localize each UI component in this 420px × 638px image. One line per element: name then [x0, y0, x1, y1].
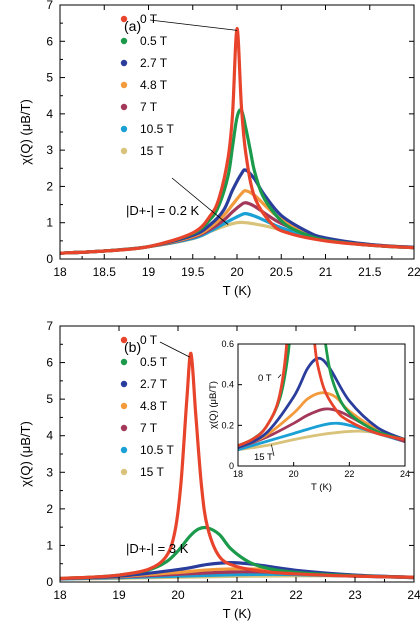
- x-tick-label: 19.5: [181, 265, 205, 279]
- y-tick-label: 5: [46, 392, 53, 406]
- x-axis-label: T (K): [223, 283, 252, 298]
- y-tick-label: 3: [46, 143, 53, 157]
- legend-marker-0-5-T: [120, 37, 128, 45]
- legend-marker-15-T: [120, 147, 128, 155]
- pointer-line-15T: [171, 177, 229, 225]
- x-tick-label: 19: [112, 588, 126, 602]
- inset-x-axis-label: T (K): [311, 482, 332, 493]
- inset-series-line-4-8-T: [238, 391, 405, 449]
- legend-marker-4-8-T: [120, 402, 128, 410]
- y-tick-label: 4: [46, 107, 53, 121]
- y-tick-label: 5: [46, 71, 53, 85]
- panel-a: 18 18.5 19 19.5 20 20.5 21 21.5 22 0 1 2 3 4 5 6 7 T (K) χ…: [18, 0, 420, 298]
- panel-label: (a): [124, 18, 141, 34]
- series-line-2-7-T: [60, 168, 414, 255]
- inset-plot: 18 20 22 24 0 0.2 0.4 0.6 T (K) χ(Q) (μB/T) 0 T 15 …: [208, 339, 410, 493]
- legend-entry: 15 T: [140, 465, 164, 479]
- legend-marker-2-7-T: [120, 380, 128, 388]
- pointer-line-0T: [159, 341, 190, 358]
- legend-entry: 0 T: [140, 333, 158, 347]
- inset-frame: [237, 343, 406, 467]
- inset-background: [238, 344, 405, 466]
- inset-label-0T: 0 T: [258, 373, 272, 384]
- series-line-15-T: [60, 220, 414, 255]
- y-tick-label: 1: [46, 538, 53, 552]
- legend-entry: 0.5 T: [140, 355, 168, 369]
- inset-x-tick-label: 24: [400, 469, 410, 479]
- x-tick-label: 20: [230, 265, 244, 279]
- panel-label: (b): [124, 339, 141, 355]
- inset-pointer-0T: [277, 374, 282, 379]
- legend-marker-7-T: [120, 424, 128, 432]
- y-tick-label: 2: [46, 179, 53, 193]
- x-tick-label: 23: [348, 588, 362, 602]
- legend-entry: 0.5 T: [140, 34, 168, 48]
- y-tick-label: 0: [46, 575, 53, 589]
- inset-x-tick-label: 22: [344, 469, 354, 479]
- legend-marker-0-5-T: [120, 358, 128, 366]
- y-tick-label: 0: [46, 252, 53, 266]
- x-tick-label: 21: [230, 588, 244, 602]
- legend-marker-10-5-T: [120, 446, 128, 454]
- parameter-annotation: |D+-| = 0.2 K: [126, 203, 200, 218]
- legend-marker-7-T: [120, 103, 128, 111]
- x-tick-label: 18.5: [93, 265, 117, 279]
- y-tick-label: 6: [46, 356, 53, 370]
- x-tick-label: 21: [319, 265, 333, 279]
- y-tick-label: 4: [46, 429, 53, 443]
- inset-y-tick-label: 0.2: [221, 420, 234, 430]
- inset-x-tick-label: 20: [289, 469, 299, 479]
- legend-entry: 7 T: [140, 100, 158, 114]
- y-tick-label: 3: [46, 465, 53, 479]
- legend-entry: 10.5 T: [140, 122, 174, 136]
- inset-label-15T: 15 T: [254, 452, 273, 463]
- series-line-0-T: [60, 26, 414, 255]
- x-tick-label: 20: [171, 588, 185, 602]
- legend-entry: 15 T: [140, 144, 164, 158]
- legend-marker-15-T: [120, 468, 128, 476]
- x-tick-label: 20.5: [270, 265, 294, 279]
- inset-y-axis-label: χ(Q) (μB/T): [208, 381, 219, 429]
- x-tick-label: 22: [289, 588, 303, 602]
- y-tick-label: 6: [46, 34, 53, 48]
- x-tick-label: 19: [142, 265, 156, 279]
- y-axis-label: χ(Q) (μB/T): [18, 421, 33, 487]
- y-tick-label: 7: [46, 319, 53, 333]
- legend-marker-0-T: [120, 336, 128, 344]
- x-tick-label: 21.5: [358, 265, 382, 279]
- x-tick-label: 24: [407, 588, 420, 602]
- parameter-annotation: |D+-| = 3 K: [126, 541, 189, 556]
- legend-entry: 4.8 T: [140, 78, 168, 92]
- y-axis-label: χ(Q) (μB/T): [18, 99, 33, 165]
- legend-marker-2-7-T: [120, 59, 128, 67]
- inset-pointer-15T: [271, 444, 275, 457]
- legend-entry: 7 T: [140, 421, 158, 435]
- y-tick-label: 1: [46, 216, 53, 230]
- inset-y-tick-label: 0: [229, 461, 234, 471]
- y-tick-label: 7: [46, 0, 53, 12]
- inset-y-tick-label: 0.4: [221, 380, 234, 390]
- inset-x-tick-label: 18: [233, 469, 243, 479]
- legend-marker-4-8-T: [120, 81, 128, 89]
- inset-series-line-2-7-T: [238, 356, 405, 449]
- legend-entry: 10.5 T: [140, 443, 174, 457]
- series-line-10-5-T: [60, 211, 414, 255]
- y-tick-label: 2: [46, 502, 53, 516]
- x-tick-label: 18: [53, 588, 67, 602]
- pointer-line-0T: [149, 19, 238, 31]
- inset-series-line-0-T: [238, 344, 405, 447]
- legend-marker-0-T: [120, 15, 128, 23]
- x-tick-label: 22: [407, 265, 420, 279]
- legend-entry: 2.7 T: [140, 56, 168, 70]
- x-tick-label: 18: [53, 265, 67, 279]
- inset-y-tick-label: 0.6: [221, 339, 234, 349]
- legend-entry: 0 T: [140, 12, 158, 26]
- legend-entry: 2.7 T: [140, 377, 168, 391]
- legend-marker-10-5-T: [120, 125, 128, 133]
- series-line-0-T: [60, 351, 414, 580]
- legend-entry: 4.8 T: [140, 399, 168, 413]
- x-axis-label: T (K): [223, 606, 252, 621]
